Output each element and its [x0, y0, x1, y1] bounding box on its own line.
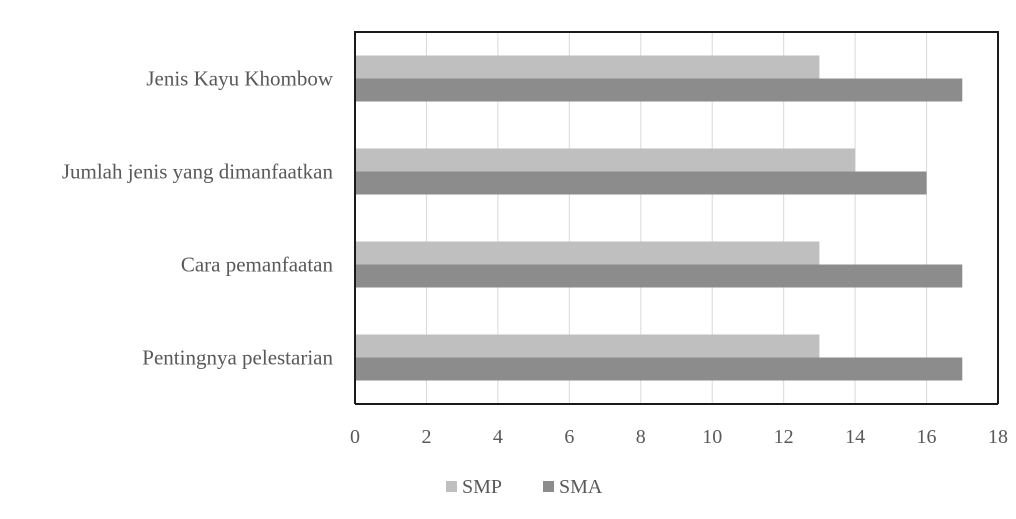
- bar-sma-cara-pemanfaatan: [355, 264, 963, 288]
- x-tick-label-10: 10: [702, 426, 722, 448]
- legend-label-smp: SMP: [462, 476, 502, 498]
- bar-smp-jenis-kayu-khombow: [355, 55, 820, 79]
- plot-border: [354, 31, 999, 404]
- bar-smp-jumlah-jenis-yang-dimanfaatkan: [355, 148, 856, 172]
- bars: [355, 55, 963, 381]
- legend: SMP SMA: [446, 476, 603, 498]
- x-tick-label-6: 6: [564, 426, 574, 448]
- bar-sma-pentingnya-pelestarian: [355, 357, 963, 381]
- legend-swatch-sma: [543, 481, 554, 492]
- bar-sma-jenis-kayu-khombow: [355, 78, 963, 102]
- x-tick-label-0: 0: [350, 426, 360, 448]
- x-tick-label-12: 12: [774, 426, 794, 448]
- x-tick-label-8: 8: [636, 426, 646, 448]
- category-label-jumlah-jenis-yang-dimanfaatkan: Jumlah jenis yang dimanfaatkan: [62, 160, 334, 184]
- bar-sma-jumlah-jenis-yang-dimanfaatkan: [355, 171, 927, 195]
- x-tick-labels: 0 2 4 6 8 10 12 14 16 18: [350, 426, 1008, 448]
- legend-label-sma: SMA: [559, 476, 603, 498]
- x-tick-label-2: 2: [421, 426, 431, 448]
- category-label-cara-pemanfaatan: Cara pemanfaatan: [181, 253, 334, 277]
- category-label-pentingnya-pelestarian: Pentingnya pelestarian: [142, 346, 333, 370]
- bar-smp-cara-pemanfaatan: [355, 241, 820, 265]
- plot-frame: [354, 31, 999, 405]
- x-tick-label-18: 18: [988, 426, 1008, 448]
- legend-swatch-smp: [446, 481, 457, 492]
- x-tick-label-16: 16: [917, 426, 937, 448]
- category-label-jenis-kayu-khombow: Jenis Kayu Khombow: [146, 67, 333, 91]
- bar-smp-pentingnya-pelestarian: [355, 334, 820, 358]
- x-tick-label-4: 4: [493, 426, 503, 448]
- category-labels: Jenis Kayu Khombow Jumlah jenis yang dima…: [62, 67, 334, 370]
- x-tick-label-14: 14: [845, 426, 865, 448]
